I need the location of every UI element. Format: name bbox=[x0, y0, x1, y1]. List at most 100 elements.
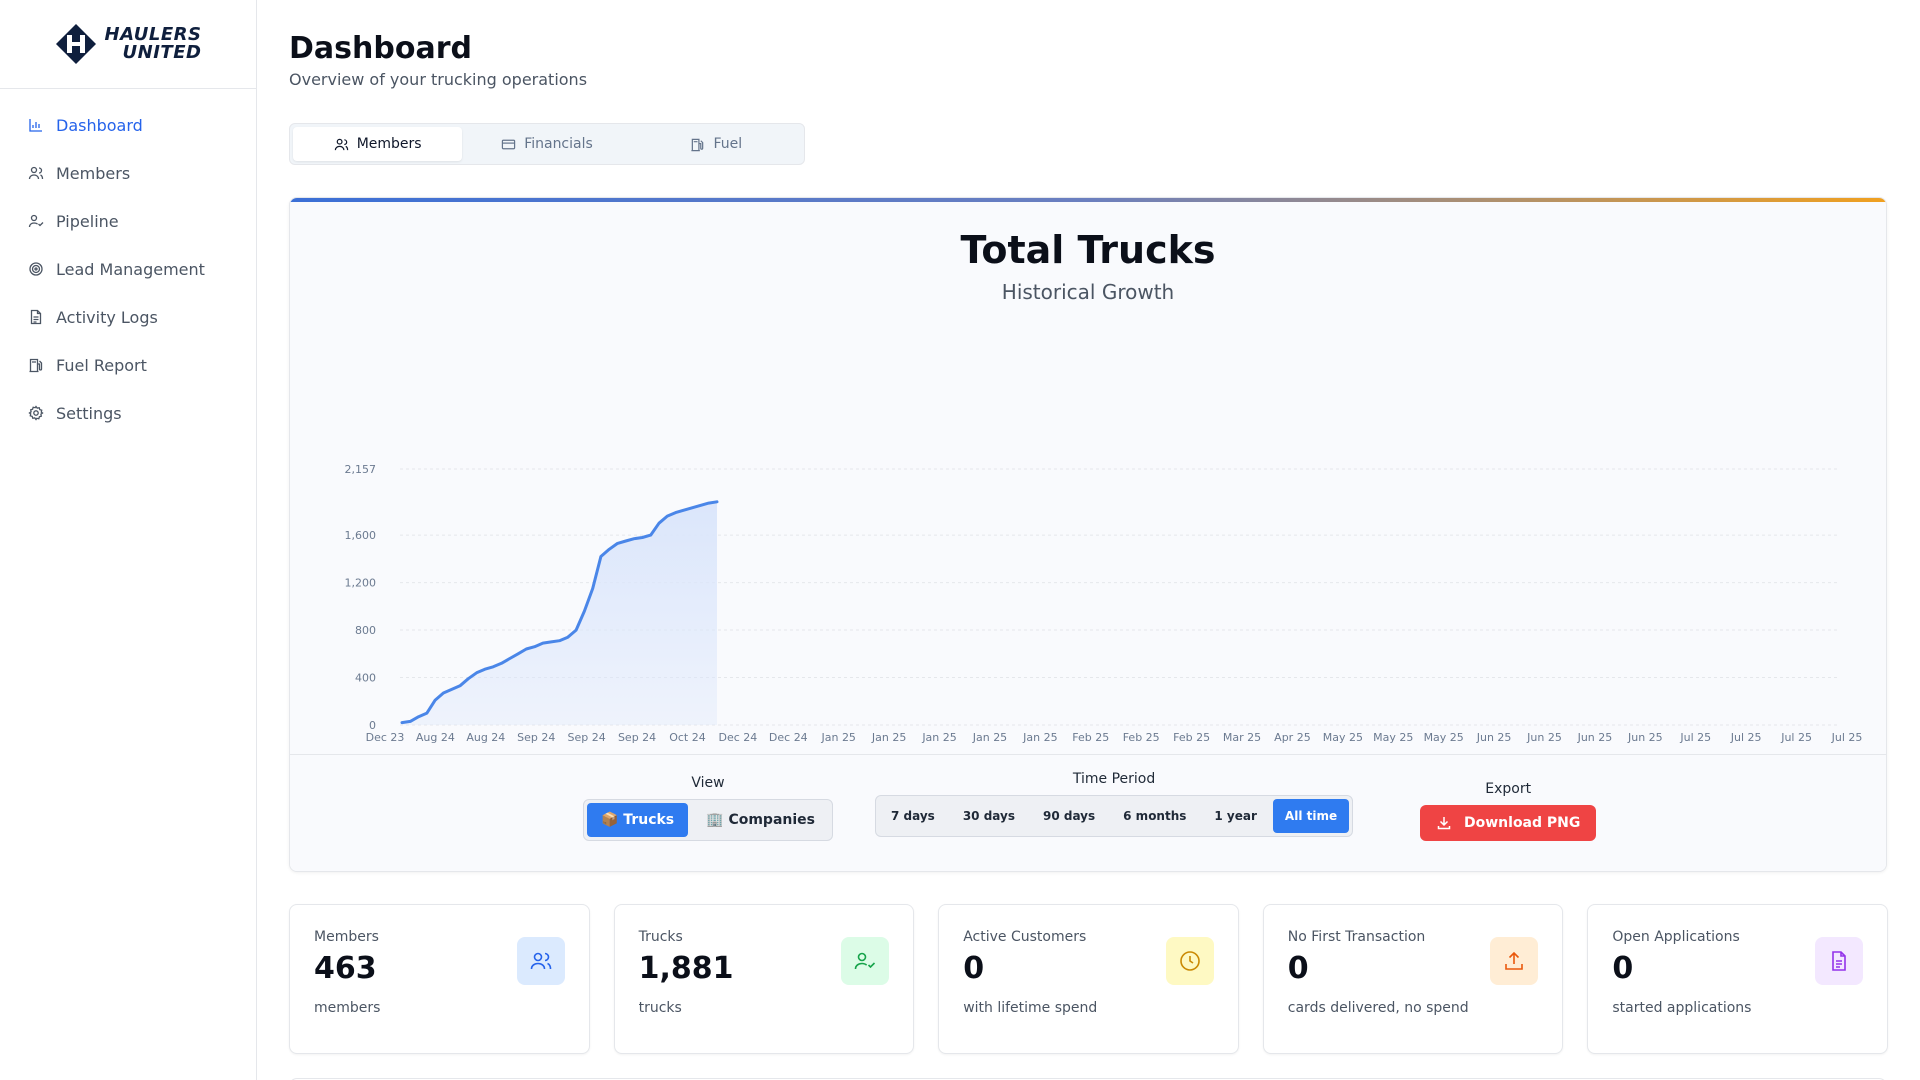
stat-card-active-customers: Active Customers 0 with lifetime spend bbox=[938, 904, 1239, 1054]
sidebar: HAULERS UNITED Dashboard Members Pipelin… bbox=[0, 0, 257, 1080]
brand-logo[interactable]: HAULERS UNITED bbox=[0, 0, 256, 89]
stats-row: Members 463 members Trucks 1,881 trucks … bbox=[289, 904, 1888, 1054]
stat-description: trucks bbox=[638, 1000, 682, 1016]
series-area bbox=[402, 501, 717, 725]
x-tick-label: Mar 25 bbox=[1223, 731, 1261, 744]
x-tick-label: Dec 23 bbox=[366, 731, 405, 744]
bar-chart-icon bbox=[29, 119, 42, 132]
logo-icon bbox=[55, 24, 96, 64]
chart-accent-bar bbox=[290, 198, 1886, 202]
stat-label: Active Customers bbox=[963, 929, 1087, 945]
file-text-icon bbox=[30, 309, 42, 325]
view-companies-button[interactable]: 🏢 Companies bbox=[706, 812, 815, 828]
total-trucks-chart-card: Total Trucks Historical Growth 0 400 800 1,… bbox=[289, 197, 1887, 872]
download-png-button[interactable]: Download PNG bbox=[1420, 805, 1597, 841]
sidebar-nav: Dashboard Members Pipeline Lead Manageme… bbox=[0, 89, 256, 437]
stat-description: with lifetime spend bbox=[963, 1000, 1098, 1016]
x-tick-label: Aug 24 bbox=[466, 731, 505, 744]
x-tick-label: Sep 24 bbox=[618, 731, 656, 744]
sidebar-item-label: Dashboard bbox=[56, 115, 143, 135]
x-tick-label: Jan 25 bbox=[972, 731, 1007, 744]
x-tick-label: Feb 25 bbox=[1123, 731, 1160, 744]
view-trucks-button[interactable]: 📦 Trucks bbox=[587, 803, 689, 837]
sidebar-item-pipeline[interactable]: Pipeline bbox=[0, 197, 256, 245]
document-icon bbox=[1814, 937, 1863, 985]
y-tick-label: 400 bbox=[355, 672, 376, 685]
tab-label: Financials bbox=[524, 136, 593, 152]
tab-fuel[interactable]: Fuel bbox=[632, 127, 801, 161]
x-tick-label: Dec 24 bbox=[719, 731, 758, 744]
y-tick-label: 0 bbox=[369, 719, 376, 732]
view-control: View 📦 Trucks 🏢 Companies bbox=[583, 775, 833, 841]
page-title: Dashboard bbox=[289, 31, 472, 66]
view-toggle: 📦 Trucks 🏢 Companies bbox=[583, 799, 833, 841]
stat-value: 463 bbox=[314, 951, 377, 986]
tab-financials[interactable]: Financials bbox=[462, 127, 631, 161]
sidebar-item-fuel-report[interactable]: Fuel Report bbox=[0, 341, 256, 389]
chart-subtitle: Historical Growth bbox=[1001, 280, 1175, 304]
x-tick-label: Jan 25 bbox=[921, 731, 956, 744]
stat-label: No First Transaction bbox=[1287, 929, 1426, 945]
stat-value: 1,881 bbox=[638, 951, 734, 986]
user-check-icon bbox=[28, 214, 44, 228]
fuel-icon bbox=[29, 358, 43, 373]
x-tick-label: Jul 25 bbox=[1831, 731, 1863, 744]
gear-icon bbox=[28, 405, 44, 421]
tab-members[interactable]: Members bbox=[293, 127, 463, 161]
target-icon bbox=[29, 262, 43, 276]
export-control: Export Download PNG bbox=[1420, 781, 1597, 841]
sidebar-item-label: Settings bbox=[56, 403, 122, 423]
stat-value: 0 bbox=[1612, 951, 1634, 986]
sidebar-item-label: Pipeline bbox=[56, 211, 119, 231]
dashboard-tabs: Members Financials Fuel bbox=[289, 123, 805, 165]
sidebar-item-dashboard[interactable]: Dashboard bbox=[0, 101, 256, 149]
time-period-control: Time Period 7 days 30 days 90 days 6 mon… bbox=[875, 771, 1354, 837]
sidebar-item-label: Lead Management bbox=[56, 259, 205, 279]
x-tick-label: May 25 bbox=[1373, 731, 1413, 744]
x-tick-label: Feb 25 bbox=[1173, 731, 1210, 744]
y-tick-label: 1,600 bbox=[345, 529, 377, 542]
sidebar-item-label: Fuel Report bbox=[56, 355, 147, 375]
period-30-days-button[interactable]: 30 days bbox=[962, 809, 1015, 823]
download-icon bbox=[1437, 817, 1451, 830]
x-tick-label: Jul 25 bbox=[1730, 731, 1762, 744]
period-7-days-button[interactable]: 7 days bbox=[891, 809, 935, 823]
y-tick-label: 2,157 bbox=[345, 463, 377, 476]
tab-label: Members bbox=[356, 136, 422, 152]
clock-icon bbox=[1165, 937, 1214, 985]
x-tick-label: Dec 24 bbox=[769, 731, 808, 744]
users-icon bbox=[334, 138, 348, 150]
sidebar-item-settings[interactable]: Settings bbox=[0, 389, 256, 437]
stat-value: 0 bbox=[1287, 951, 1309, 986]
fuel-icon bbox=[691, 138, 704, 151]
stat-description: started applications bbox=[1612, 1000, 1752, 1016]
credit-card-icon bbox=[501, 139, 516, 149]
x-tick-label: Jan 25 bbox=[820, 731, 855, 744]
sidebar-item-activity-logs[interactable]: Activity Logs bbox=[0, 293, 256, 341]
users-icon bbox=[516, 937, 565, 985]
period-1-year-button[interactable]: 1 year bbox=[1214, 809, 1257, 823]
sidebar-item-members[interactable]: Members bbox=[0, 149, 256, 197]
time-period-toggle: 7 days 30 days 90 days 6 months 1 year A… bbox=[875, 795, 1354, 837]
x-tick-label: Feb 25 bbox=[1072, 731, 1109, 744]
y-tick-label: 1,200 bbox=[345, 577, 377, 590]
tab-label: Fuel bbox=[713, 136, 743, 152]
page-subtitle: Overview of your trucking operations bbox=[289, 70, 588, 89]
stat-description: cards delivered, no spend bbox=[1287, 1000, 1469, 1016]
sidebar-item-lead-management[interactable]: Lead Management bbox=[0, 245, 256, 293]
sidebar-item-label: Activity Logs bbox=[56, 307, 158, 327]
main-content: Dashboard Overview of your trucking oper… bbox=[257, 0, 1920, 1080]
period-6-months-button[interactable]: 6 months bbox=[1123, 809, 1187, 823]
x-tick-label: Jan 25 bbox=[1022, 731, 1057, 744]
period-all-time-button[interactable]: All time bbox=[1272, 799, 1350, 833]
period-90-days-button[interactable]: 90 days bbox=[1042, 809, 1096, 823]
stat-card-trucks: Trucks 1,881 trucks bbox=[613, 904, 915, 1054]
x-tick-label: Jun 25 bbox=[1627, 731, 1663, 744]
x-tick-label: Jul 25 bbox=[1679, 731, 1711, 744]
view-label: View bbox=[691, 775, 725, 791]
stat-card-members: Members 463 members bbox=[289, 904, 590, 1054]
stat-description: members bbox=[314, 1000, 381, 1016]
sidebar-item-label: Members bbox=[56, 163, 131, 183]
x-tick-label: May 25 bbox=[1323, 731, 1363, 744]
stat-card-no-first-transaction: No First Transaction 0 cards delivered, … bbox=[1262, 904, 1564, 1054]
